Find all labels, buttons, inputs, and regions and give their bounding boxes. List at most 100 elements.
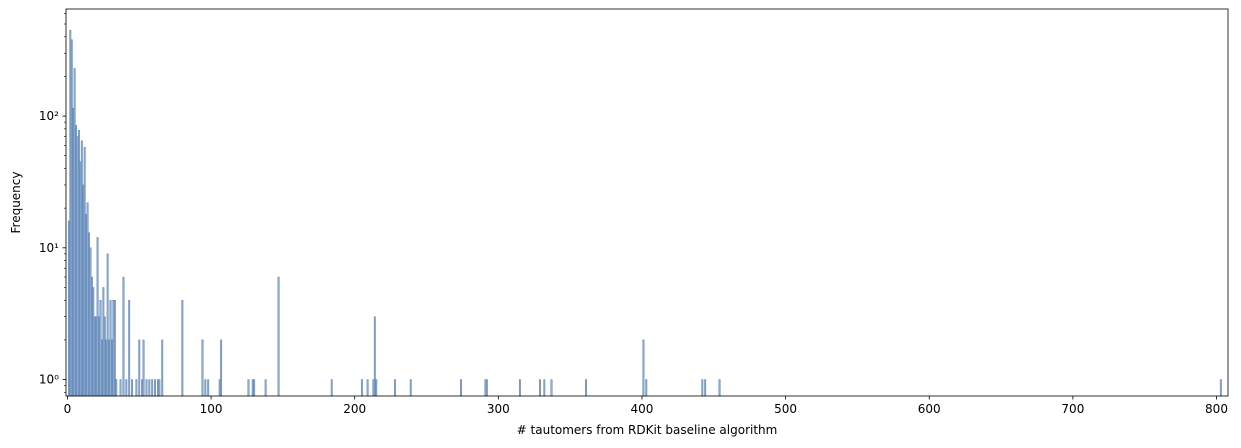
histogram-bar — [82, 184, 85, 397]
histogram-bar — [131, 379, 133, 397]
histogram-bar — [375, 379, 378, 397]
histogram-bar — [138, 339, 141, 397]
histogram-bar — [119, 379, 122, 397]
histogram-bar — [372, 379, 375, 397]
histogram-bar — [90, 276, 93, 397]
x-axis-label: # tautomers from RDKit baseline algorith… — [517, 423, 778, 437]
histogram-bar — [86, 202, 89, 397]
histogram-bars — [67, 29, 1222, 397]
histogram-bar — [251, 379, 254, 397]
histogram-bar — [161, 339, 164, 397]
histogram-bar — [106, 253, 109, 397]
histogram-bar — [485, 379, 488, 397]
x-tick-label: 400 — [631, 402, 654, 416]
histogram-bar — [539, 379, 541, 397]
histogram-bar — [409, 379, 412, 397]
histogram-bar — [79, 161, 82, 397]
histogram-bar — [78, 130, 80, 397]
histogram-bar — [373, 316, 376, 397]
histogram-bar — [218, 379, 221, 397]
histogram-bar — [201, 339, 204, 397]
histogram-bar — [99, 300, 102, 397]
histogram-bar — [111, 339, 113, 397]
histogram-bar — [128, 300, 131, 397]
histogram-bar — [394, 379, 396, 397]
y-axis-label: Frequency — [9, 172, 23, 234]
histogram-bar — [93, 316, 96, 397]
histogram-bar — [207, 379, 210, 397]
histogram-bar — [645, 379, 648, 397]
y-tick-label: 10¹ — [39, 241, 59, 255]
x-tick-label: 0 — [64, 402, 72, 416]
histogram-bar — [96, 237, 99, 397]
y-tick-label: 10⁰ — [39, 373, 59, 387]
histogram-bar — [550, 379, 553, 397]
histogram-bar — [158, 379, 161, 397]
histogram-bar — [115, 379, 118, 397]
y-axis: 10⁰ 10¹ 10² — [39, 109, 66, 387]
histogram-bar — [73, 68, 76, 397]
histogram-bar — [253, 379, 256, 397]
histogram-bar — [80, 140, 83, 397]
histogram-bar — [98, 316, 100, 397]
histogram-bar — [642, 339, 645, 397]
histogram-bar — [125, 379, 128, 397]
histogram-bar — [484, 379, 487, 397]
histogram-bar — [366, 379, 369, 397]
histogram-bar — [75, 125, 77, 397]
histogram-bar — [112, 300, 115, 397]
histogram-bar — [109, 300, 112, 397]
histogram-bar — [85, 213, 88, 397]
histogram-bar — [92, 287, 95, 397]
histogram-bar — [543, 379, 546, 397]
histogram-bar — [148, 379, 151, 397]
x-tick-label: 700 — [1061, 402, 1084, 416]
histogram-bar — [151, 379, 154, 397]
histogram-bar — [70, 39, 73, 397]
histogram-bar — [108, 339, 111, 397]
x-axis: 0 100 200 300 400 500 600 700 800 — [64, 396, 1228, 416]
x-tick-label: 300 — [487, 402, 510, 416]
histogram-bar — [360, 379, 363, 397]
histogram-bar — [1219, 379, 1222, 397]
x-tick-label: 100 — [200, 402, 223, 416]
histogram-bar — [264, 379, 267, 397]
histogram-bar — [102, 287, 105, 397]
histogram-bar — [89, 247, 92, 397]
histogram-bar — [72, 107, 75, 397]
histogram-bar — [247, 379, 250, 397]
histogram-bar — [701, 379, 704, 397]
histogram-bar — [67, 220, 70, 397]
histogram-bar — [181, 300, 184, 397]
histogram-bar — [88, 232, 90, 397]
histogram-bar — [122, 276, 125, 397]
histogram-bar — [105, 339, 108, 397]
histogram-bar — [76, 136, 79, 397]
histogram-bar — [95, 316, 98, 397]
histogram-bar — [585, 379, 587, 397]
histogram-bar — [142, 339, 145, 397]
histogram-bar — [157, 379, 159, 397]
histogram-bar — [718, 379, 721, 397]
histogram-bar — [220, 339, 223, 397]
histogram-bar — [113, 300, 116, 397]
histogram-bar — [69, 29, 72, 397]
y-tick-label: 10² — [39, 109, 59, 123]
histogram-bar — [154, 379, 156, 397]
histogram-bar — [277, 276, 280, 397]
x-tick-label: 600 — [918, 402, 941, 416]
histogram-bar — [103, 316, 106, 397]
histogram-bar — [330, 379, 333, 397]
histogram-bar — [135, 379, 138, 397]
plot-frame — [65, 8, 1229, 397]
histogram-bar — [518, 379, 521, 397]
histogram-bar — [460, 379, 462, 397]
histogram-bar — [145, 379, 148, 397]
x-tick-label: 800 — [1205, 402, 1228, 416]
histogram-bar — [704, 379, 707, 397]
histogram-bar — [204, 379, 207, 397]
histogram-bar — [141, 379, 144, 397]
x-tick-label: 200 — [343, 402, 366, 416]
x-tick-label: 500 — [774, 402, 797, 416]
